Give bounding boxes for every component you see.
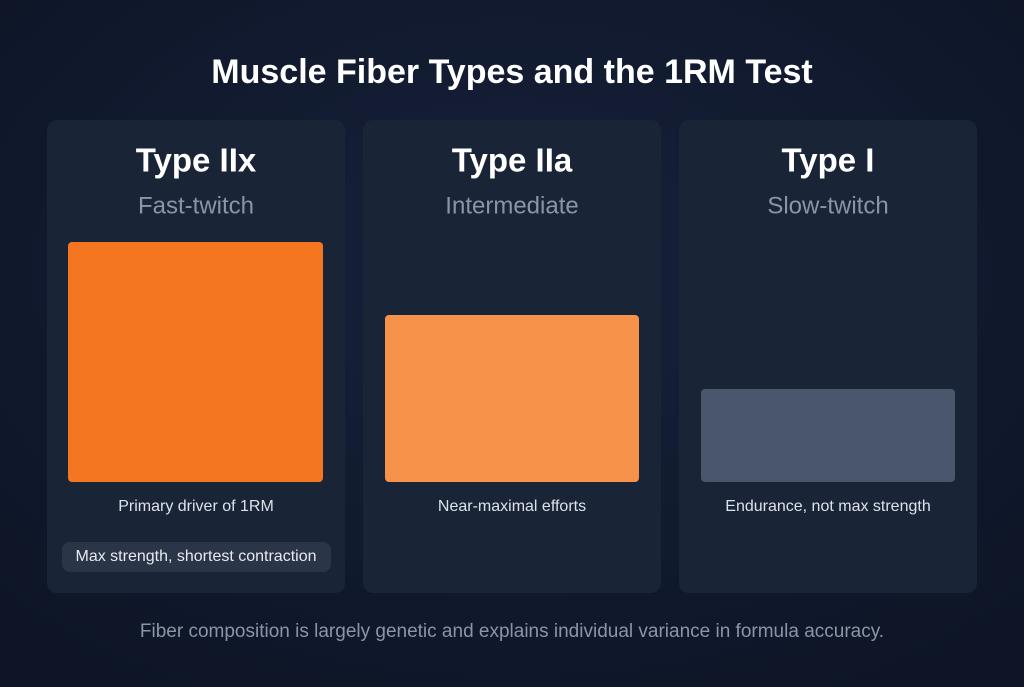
card-background — [679, 120, 977, 593]
fiber-bar — [701, 389, 955, 482]
footer-note: Fiber composition is largely genetic and… — [140, 621, 884, 642]
tag-background — [62, 542, 331, 572]
card-subtitle: Fast-twitch — [138, 192, 254, 219]
fiber-bar — [68, 242, 323, 482]
card-subtitle: Intermediate — [445, 192, 578, 219]
card-caption: Endurance, not max strength — [725, 498, 930, 515]
card: Type IIx Fast-twitch Primary driver of 1… — [47, 120, 345, 593]
card-title: Type I — [782, 142, 875, 179]
card-subtitle: Slow-twitch — [767, 192, 888, 219]
card-title: Type IIx — [136, 142, 257, 179]
card: Type IIa Intermediate Near-maximal effor… — [363, 120, 661, 593]
fiber-bar — [385, 315, 639, 482]
card-caption: Primary driver of 1RM — [118, 498, 274, 515]
card-title: Type IIa — [452, 142, 573, 179]
card-caption: Near-maximal efforts — [438, 498, 586, 515]
tag: Max strength, shortest contraction — [76, 548, 317, 565]
card: Type I Slow-twitch Endurance, not max st… — [679, 120, 977, 593]
page-title: Muscle Fiber Types and the 1RM Test — [211, 53, 812, 91]
